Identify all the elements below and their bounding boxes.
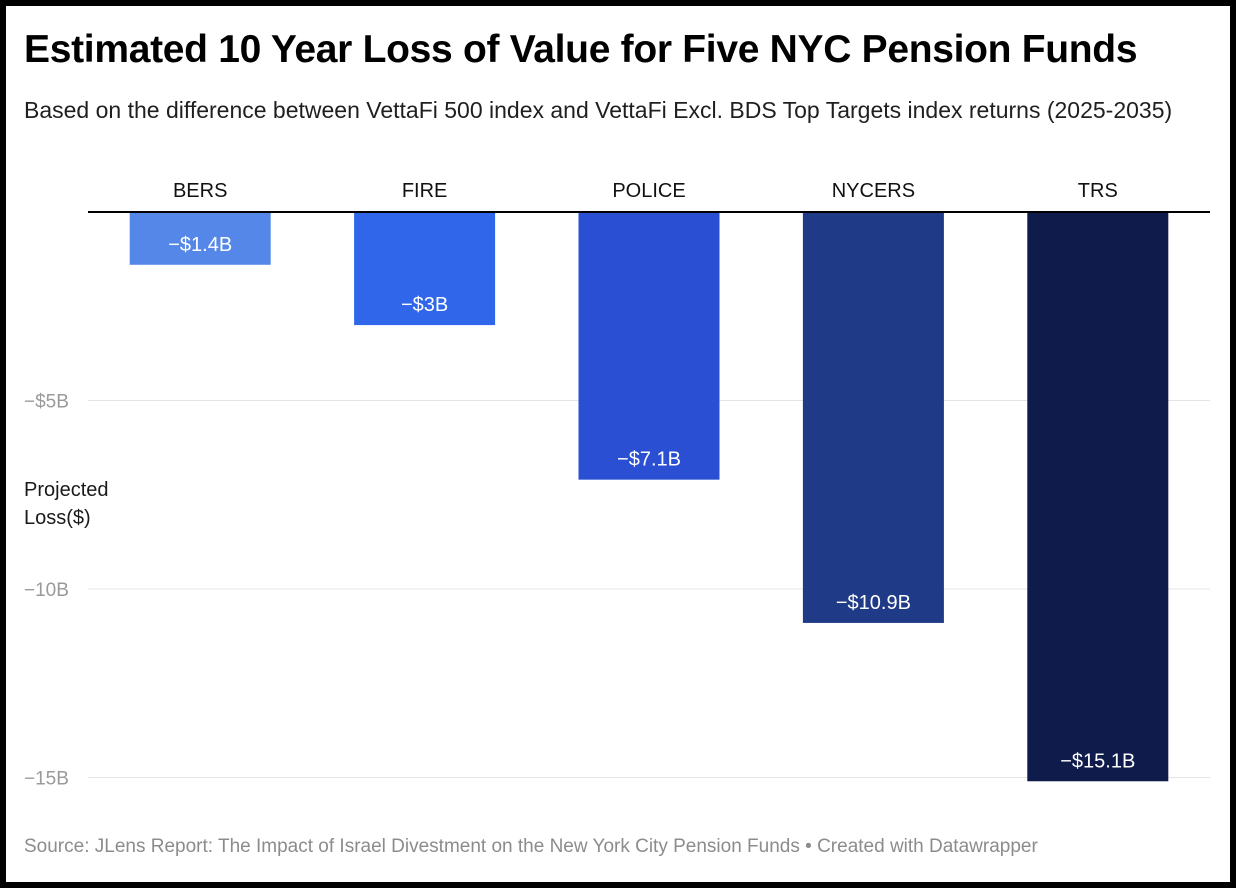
bar-bers	[129, 212, 271, 265]
y-tick-label: −10B	[24, 580, 69, 601]
bar-trs	[1027, 212, 1169, 782]
y-tick-label: −15B	[24, 769, 69, 790]
bar-chart: −$5B −10B −15B Projected Loss($) BERS FIRE PO…	[24, 180, 1210, 790]
bar-nycers	[802, 212, 944, 623]
category-label: FIRE	[402, 180, 448, 202]
value-label: −$10.9B	[836, 592, 911, 614]
value-labels: −$1.4B −$3B −$7.1B −$10.9B −$15.1B	[168, 234, 1135, 772]
category-labels: BERS FIRE POLICE NYCERS TRS	[173, 180, 1118, 202]
category-label: NYCERS	[832, 180, 915, 202]
chart-subtitle: Based on the difference between VettaFi …	[24, 97, 1173, 123]
y-axis-title: Projected Loss($)	[24, 479, 109, 529]
value-label: −$7.1B	[617, 449, 681, 471]
value-label: −$15.1B	[1060, 750, 1135, 772]
y-axis-title-line: Loss($)	[24, 507, 91, 529]
chart-card: Estimated 10 Year Loss of Value for Five…	[6, 6, 1230, 882]
bar-fire	[354, 212, 496, 326]
category-label: POLICE	[612, 180, 685, 202]
category-label: BERS	[173, 180, 227, 202]
y-axis-title-line: Projected	[24, 479, 109, 501]
bar-police	[578, 212, 720, 480]
y-tick-label: −$5B	[24, 392, 69, 413]
category-label: TRS	[1078, 180, 1118, 202]
chart-title: Estimated 10 Year Loss of Value for Five…	[24, 28, 1138, 71]
value-label: −$3B	[401, 294, 448, 316]
y-axis-ticks: −$5B −10B −15B	[24, 392, 69, 790]
bars	[129, 212, 1169, 782]
value-label: −$1.4B	[168, 234, 232, 256]
chart-source: Source: JLens Report: The Impact of Isra…	[24, 836, 1038, 857]
